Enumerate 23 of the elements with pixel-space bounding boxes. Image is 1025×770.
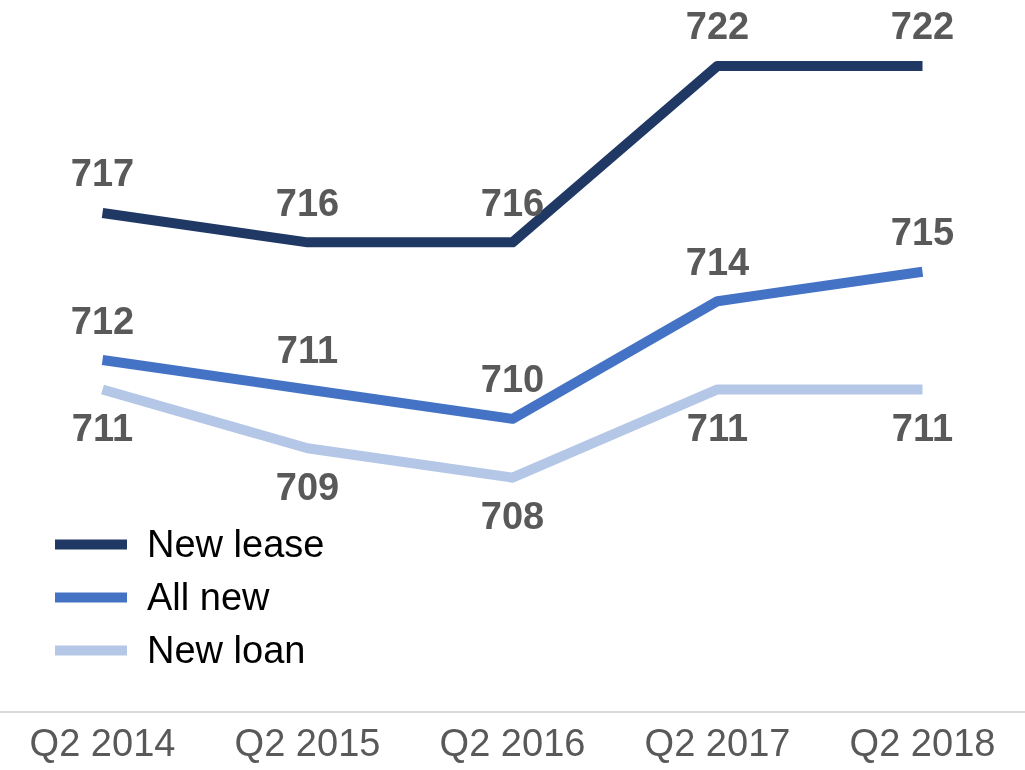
data-label: 711 [686, 406, 749, 449]
legend-label: All new [147, 575, 271, 618]
data-label: 722 [685, 5, 750, 48]
data-label: 716 [480, 181, 545, 224]
x-tick-label: Q2 2017 [644, 721, 791, 764]
legend-label: New loan [147, 628, 306, 671]
data-label: 717 [70, 152, 135, 195]
x-tick-label: Q2 2016 [439, 721, 586, 764]
data-label: 715 [890, 211, 955, 254]
x-tick-label: Q2 2014 [29, 721, 176, 764]
data-label: 712 [70, 299, 135, 342]
data-label: 722 [890, 5, 955, 48]
data-label: 711 [71, 406, 134, 449]
data-label: 711 [891, 406, 954, 449]
data-label: 711 [276, 328, 339, 371]
data-label: 716 [275, 181, 340, 224]
legend-label: New lease [147, 522, 325, 565]
data-label: 708 [480, 495, 545, 538]
x-tick-label: Q2 2018 [849, 721, 996, 764]
data-label: 714 [685, 240, 750, 283]
x-tick-label: Q2 2015 [234, 721, 381, 764]
data-label: 709 [275, 465, 340, 508]
data-label: 710 [480, 358, 545, 401]
